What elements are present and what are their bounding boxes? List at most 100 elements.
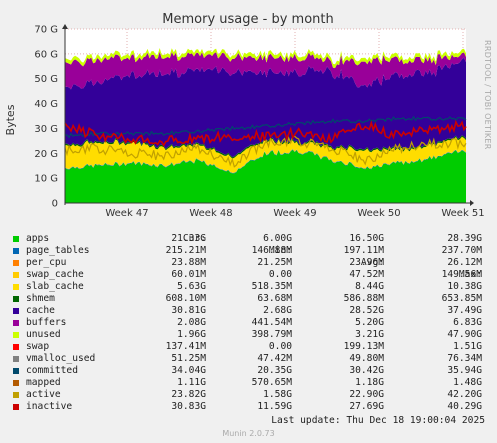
legend-cur: 30.81G: [171, 305, 206, 316]
legend-swatch: [13, 380, 19, 386]
legend-min: 441.54M: [251, 317, 292, 328]
rrdtool-credit: RRDTOOL / TOBI OETIKER: [483, 40, 492, 150]
legend-row-slab_cache: slab_cache 5.63G 518.35M 8.44G 10.38G: [8, 281, 492, 293]
legend-cur: 215.21M: [165, 245, 206, 256]
legend-min: 6.00G: [263, 233, 292, 244]
legend-min: 0.00: [268, 341, 292, 352]
legend-avg: 49.80M: [349, 353, 384, 364]
legend-swatch: [13, 284, 19, 290]
legend-max: 1.51G: [453, 341, 482, 352]
legend-row-cache: cache 30.81G 2.68G 28.52G 37.49G: [8, 305, 492, 317]
legend-name: cache: [26, 305, 55, 316]
line-inactive: [64, 119, 467, 148]
legend-row-buffers: buffers 2.08G 441.54M 5.20G 6.83G: [8, 317, 492, 329]
legend-avg: 1.18G: [355, 377, 384, 388]
header-avg: Avg:: [360, 257, 384, 268]
legend-row-committed: committed 34.04G 20.35G 30.42G 35.94G: [8, 365, 492, 377]
legend-swatch: [13, 272, 19, 278]
legend-min: 47.42M: [257, 353, 292, 364]
legend-max: 42.20G: [447, 389, 482, 400]
legend-header: Cur: Min: Avg: Max:: [8, 221, 492, 280]
y-tick-label: 10 G: [34, 174, 58, 185]
y-tick-label: 20 G: [34, 149, 58, 160]
legend-avg: 28.52G: [349, 305, 384, 316]
legend-avg: 47.52M: [349, 269, 384, 280]
legend-swatch: [13, 404, 19, 410]
x-tick-label: Week 51: [441, 208, 484, 219]
legend-cur: 23.88M: [171, 257, 206, 268]
legend-min: 21.25M: [257, 257, 292, 268]
legend-max: 10.38G: [447, 281, 482, 292]
legend-min: 0.00: [268, 269, 292, 280]
legend-swatch: [13, 260, 19, 266]
legend-cur: 1.11G: [177, 377, 206, 388]
y-tick-label: 30 G: [34, 124, 58, 135]
legend-avg: 23.96M: [349, 257, 384, 268]
legend-row-inactive: inactive 30.83G 11.59G 27.69G 40.29G: [8, 401, 492, 413]
legend-swatch: [13, 248, 19, 254]
legend-cur: 608.10M: [165, 293, 206, 304]
legend-name: slab_cache: [26, 281, 84, 292]
legend-name: shmem: [26, 293, 55, 304]
legend-max: 1.48G: [453, 377, 482, 388]
legend-swatch: [13, 308, 19, 314]
legend-max: 76.34M: [447, 353, 482, 364]
legend-cur: 34.04G: [171, 365, 206, 376]
legend: Cur: Min: Avg: Max: apps 21.33G 6.00G 16.50…: [8, 221, 492, 413]
legend-cur: 23.82G: [171, 389, 206, 400]
legend-min: 2.68G: [263, 305, 292, 316]
header-cur: Cur:: [182, 233, 206, 244]
last-update: Last update: Thu Dec 18 19:00:04 2025: [271, 415, 485, 426]
y-tick-label: 60 G: [34, 49, 58, 60]
line-series: [64, 115, 467, 168]
line-committed: [64, 115, 467, 139]
legend-max: 47.90G: [447, 329, 482, 340]
legend-row-vmalloc_used: vmalloc_used 51.25M 47.42M 49.80M 76.34M: [8, 353, 492, 365]
legend-max: 237.70M: [441, 245, 482, 256]
x-ticks: Week 47 Week 48 Week 49 Week 50 Week 51: [105, 208, 484, 219]
legend-max: 149.56M: [441, 269, 482, 280]
legend-avg: 3.21G: [355, 329, 384, 340]
line-active: [64, 135, 467, 168]
area-apps: [65, 149, 466, 203]
legend-max: 40.29G: [447, 401, 482, 412]
legend-avg: 8.44G: [355, 281, 384, 292]
legend-name: buffers: [26, 317, 67, 328]
legend-name: page_tables: [26, 245, 90, 256]
y-tick-label: 40 G: [34, 99, 58, 110]
legend-row-active: active 23.82G 1.58G 22.90G 42.20G: [8, 389, 492, 401]
legend-max: 26.12M: [447, 257, 482, 268]
legend-cur: 21.33G: [171, 233, 206, 244]
header-min: Min:: [268, 245, 292, 256]
legend-swatch: [13, 356, 19, 362]
legend-swatch: [13, 344, 19, 350]
legend-swatch: [13, 236, 19, 242]
legend-min: 11.59G: [257, 401, 292, 412]
x-tick-label: Week 49: [273, 208, 316, 219]
header-max: Max:: [458, 269, 482, 280]
y-ticks: 0 10 G 20 G 30 G 40 G 50 G 60 G 70 G: [34, 25, 58, 210]
legend-max: 6.83G: [453, 317, 482, 328]
legend-rows: apps 21.33G 6.00G 16.50G 28.39G page_tables 21…: [8, 233, 492, 413]
legend-cur: 51.25M: [171, 353, 206, 364]
legend-name: committed: [26, 365, 78, 376]
legend-avg: 16.50G: [349, 233, 384, 244]
munin-version: Munin 2.0.73: [222, 429, 275, 438]
legend-row-swap_cache: swap_cache 60.01M 0.00 47.52M 149.56M: [8, 269, 492, 281]
legend-max: 37.49G: [447, 305, 482, 316]
area-cache: [65, 57, 466, 158]
legend-avg: 5.20G: [355, 317, 384, 328]
legend-name: inactive: [26, 401, 73, 412]
legend-cur: 137.41M: [165, 341, 206, 352]
legend-min: 20.35G: [257, 365, 292, 376]
legend-cur: 1.96G: [177, 329, 206, 340]
y-tick-label: 50 G: [34, 74, 58, 85]
legend-swatch: [13, 392, 19, 398]
area-buffers: [65, 51, 466, 90]
legend-cur: 60.01M: [171, 269, 206, 280]
legend-min: 518.35M: [251, 281, 292, 292]
area-unused: [65, 48, 466, 69]
x-tick-label: Week 50: [357, 208, 400, 219]
x-tick-label: Week 47: [105, 208, 148, 219]
legend-swatch: [13, 296, 19, 302]
